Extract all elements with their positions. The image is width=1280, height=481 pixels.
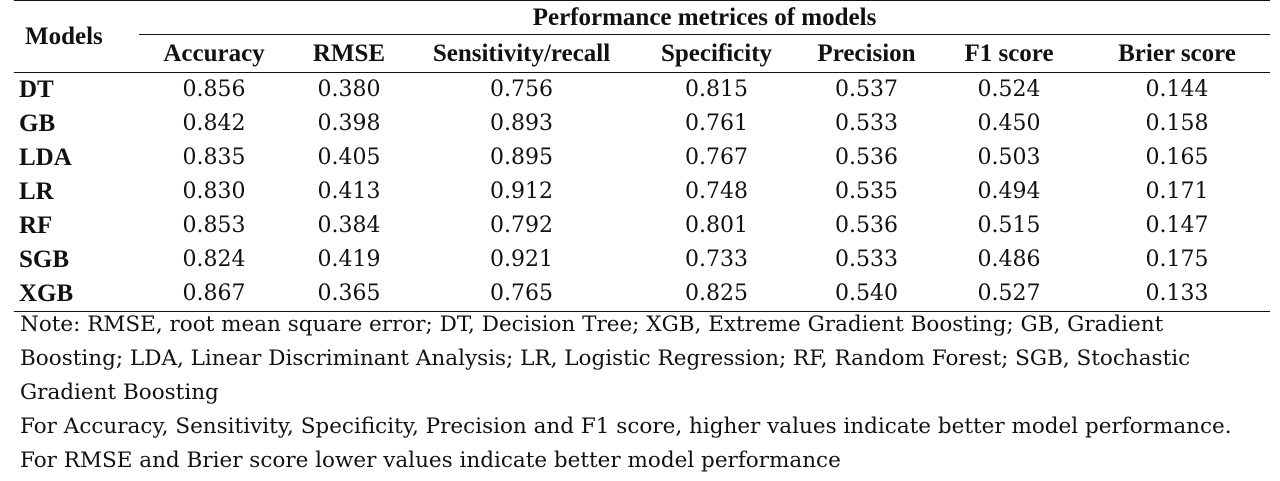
note-lower-better: For RMSE and Brier score lower values in…: [20, 448, 841, 473]
table-cell: 0.165: [1145, 145, 1209, 170]
table-cell: 0.842: [182, 111, 246, 136]
table-row: LDA 0.835 0.405 0.895 0.767 0.536 0.503 …: [14, 141, 1270, 175]
row-model-name: LR: [19, 178, 54, 205]
table-cell: 0.856: [182, 77, 246, 102]
table-cell: 0.450: [977, 111, 1041, 136]
table-cell: 0.405: [317, 145, 381, 170]
table-cell: 0.527: [977, 281, 1041, 306]
table-cell: 0.533: [835, 247, 898, 272]
row-model-name: XGB: [19, 280, 74, 307]
table-row: LR 0.830 0.413 0.912 0.748 0.535 0.494 0…: [14, 175, 1270, 209]
table-cell: 0.540: [835, 281, 898, 306]
column-header-sensitivity: Sensitivity/recall: [432, 40, 611, 67]
column-header-rmse: RMSE: [312, 40, 386, 67]
table-row: DT 0.856 0.380 0.756 0.815 0.537 0.524 0…: [14, 73, 1270, 108]
table-cell: 0.144: [1145, 77, 1209, 102]
row-model-name: LDA: [19, 144, 72, 171]
table-cell: 0.158: [1145, 111, 1209, 136]
note-abbreviations: Note: RMSE, root mean square error; DT, …: [20, 312, 1191, 405]
table-cell: 0.171: [1145, 179, 1209, 204]
column-header-accuracy: Accuracy: [163, 40, 265, 67]
row-model-name: DT: [19, 76, 54, 103]
table-cell: 0.824: [182, 247, 246, 272]
table-cell: 0.853: [182, 213, 246, 238]
table-cell: 0.147: [1145, 213, 1209, 238]
column-header-specificity: Specificity: [660, 40, 773, 67]
table-cell: 0.767: [685, 145, 748, 170]
table-cell: 0.835: [182, 145, 246, 170]
performance-table-container: Models Performance metrices of models Ac…: [14, 0, 1271, 312]
table-cell: 0.175: [1145, 247, 1209, 272]
row-model-name: GB: [19, 110, 56, 137]
table-cell: 0.815: [685, 77, 748, 102]
table-cell: 0.535: [835, 179, 898, 204]
table-row: RF 0.853 0.384 0.792 0.801 0.536 0.515 0…: [14, 209, 1270, 243]
table-cell: 0.765: [490, 281, 553, 306]
table-row: XGB 0.867 0.365 0.765 0.825 0.540 0.527 …: [14, 277, 1271, 312]
table-cell: 0.486: [977, 247, 1041, 272]
group-header: Performance metrices of models: [139, 0, 1271, 35]
row-model-name: SGB: [19, 246, 70, 273]
table-cell: 0.398: [317, 111, 381, 136]
table-cell: 0.895: [490, 145, 553, 170]
table-cell: 0.792: [490, 213, 553, 238]
table-cell: 0.825: [685, 281, 748, 306]
table-cell: 0.893: [490, 111, 553, 136]
table-cell: 0.867: [182, 281, 246, 306]
table-cell: 0.801: [685, 213, 748, 238]
table-cell: 0.380: [317, 77, 381, 102]
table-cell: 0.537: [835, 77, 898, 102]
table-cell: 0.515: [977, 213, 1041, 238]
column-header-brier: Brier score: [1118, 40, 1236, 67]
table-cell: 0.419: [317, 247, 381, 272]
table-cell: 0.748: [685, 179, 748, 204]
performance-table: Models Performance metrices of models Ac…: [14, 0, 1271, 312]
table-cell: 0.912: [490, 179, 553, 204]
table-cell: 0.830: [182, 179, 246, 204]
table-cell: 0.133: [1145, 281, 1209, 306]
table-cell: 0.761: [685, 111, 748, 136]
column-header-precision: Precision: [817, 40, 916, 67]
table-cell: 0.413: [317, 179, 381, 204]
table-cell: 0.494: [977, 179, 1041, 204]
table-cell: 0.733: [685, 247, 748, 272]
table-cell: 0.756: [490, 77, 553, 102]
table-cell: 0.384: [317, 213, 381, 238]
table-cell: 0.533: [835, 111, 898, 136]
table-cell: 0.536: [835, 145, 898, 170]
table-cell: 0.365: [317, 281, 381, 306]
table-cell: 0.503: [977, 145, 1041, 170]
models-header: Models: [25, 22, 103, 50]
row-model-name: RF: [19, 212, 53, 239]
table-cell: 0.524: [977, 77, 1041, 102]
table-row: SGB 0.824 0.419 0.921 0.733 0.533 0.486 …: [14, 243, 1270, 277]
table-notes: Note: RMSE, root mean square error; DT, …: [20, 308, 1270, 478]
table-cell: 0.536: [835, 213, 898, 238]
note-higher-better: For Accuracy, Sensitivity, Specificity, …: [20, 414, 1232, 439]
table-cell: 0.921: [490, 247, 553, 272]
table-row: GB 0.842 0.398 0.893 0.761 0.533 0.450 0…: [14, 107, 1270, 141]
column-header-f1: F1 score: [964, 40, 1054, 67]
